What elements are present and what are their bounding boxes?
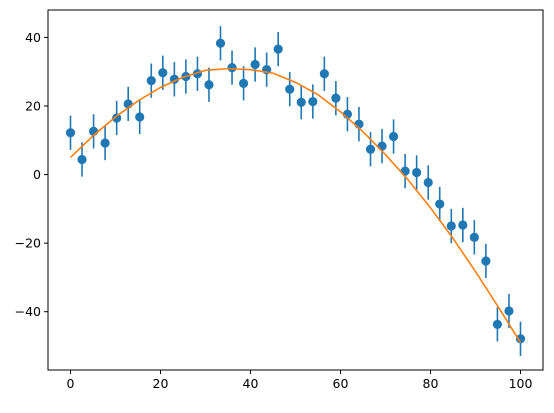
y-tick-label: −20 — [15, 236, 41, 251]
data-point — [435, 199, 445, 209]
data-point — [227, 63, 237, 73]
data-point — [204, 80, 214, 90]
data-point — [146, 76, 156, 86]
data-point — [158, 68, 168, 78]
data-point — [446, 221, 456, 231]
x-tick-label: 0 — [67, 376, 75, 391]
data-point — [215, 38, 226, 48]
y-tick-label: 0 — [33, 167, 41, 182]
data-point — [112, 113, 122, 123]
data-point — [135, 112, 145, 122]
y-tick-label: −40 — [15, 304, 41, 319]
data-point — [100, 138, 110, 148]
y-tick-label: 40 — [25, 30, 41, 45]
data-point — [365, 144, 376, 154]
data-point — [77, 154, 87, 165]
data-point — [331, 93, 341, 103]
data-point — [273, 44, 283, 54]
data-point — [296, 97, 306, 107]
axes: 0 20 40 60 80 100 −40 −20 0 20 40 — [15, 9, 544, 391]
data-point — [250, 59, 260, 70]
data-point — [238, 78, 249, 88]
data-point — [504, 306, 514, 316]
plot-area — [65, 26, 526, 356]
data-point — [492, 319, 503, 329]
x-tick-label: 40 — [243, 376, 259, 391]
data-point — [515, 334, 526, 344]
data-point — [285, 84, 295, 94]
data-point — [458, 220, 468, 230]
x-tick-label: 20 — [153, 376, 169, 391]
y-tick-label: 20 — [25, 99, 41, 114]
data-point — [388, 131, 399, 142]
data-point — [377, 141, 387, 151]
axes-frame — [47, 9, 544, 371]
x-tick-label: 80 — [423, 376, 439, 391]
data-point — [400, 166, 410, 176]
data-point — [65, 128, 76, 138]
data-point — [469, 232, 479, 242]
data-point — [319, 69, 329, 79]
data-point — [308, 96, 318, 107]
x-tick-label: 100 — [509, 376, 533, 391]
fit-line — [69, 67, 522, 343]
data-point — [423, 177, 433, 188]
data-point — [412, 167, 422, 178]
x-tick-label: 60 — [333, 376, 349, 391]
data-point — [481, 256, 491, 266]
